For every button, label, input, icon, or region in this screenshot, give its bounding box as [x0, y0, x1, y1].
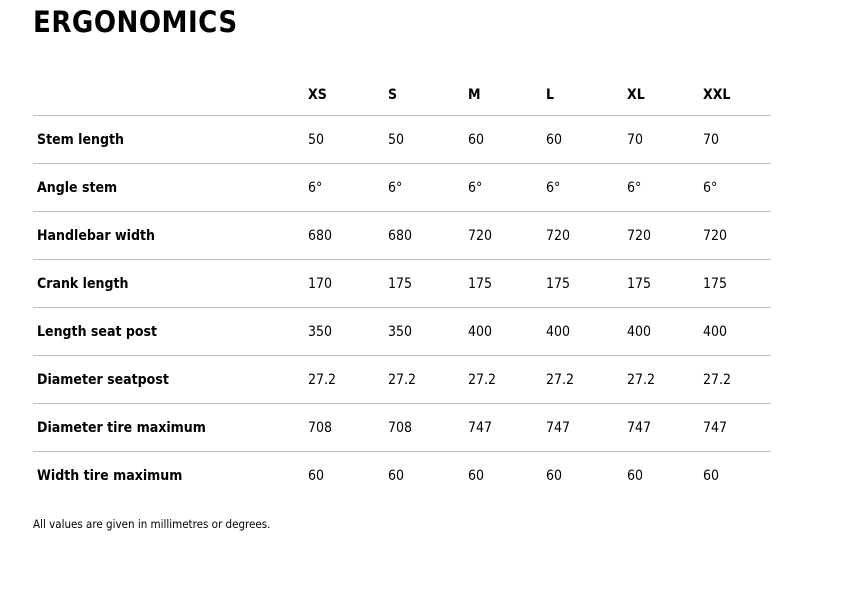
row-label: Stem length [37, 131, 124, 148]
content-area: ERGONOMICS XS S M L XL XXL Stem length 50 50 60 6… [33, 0, 771, 531]
value-cell-xl: 6° [627, 179, 642, 196]
table-row: Diameter seatpost 27.2 27.2 27.2 27.2 27.2 27.… [33, 355, 771, 403]
value-cell-xs: 708 [308, 419, 333, 436]
value-cell-xxl: 27.2 [703, 371, 732, 388]
table-row: Angle stem 6° 6° 6° 6° 6° 6° [33, 163, 771, 211]
column-header-xs: XS [308, 87, 327, 103]
value-cell-m: 6° [468, 179, 483, 196]
table-row: Diameter tire maximum 708 708 747 747 747 747 [33, 403, 771, 451]
value-cell-s: 175 [388, 275, 413, 292]
value-cell-xxl: 720 [703, 227, 728, 244]
value-cell-s: 6° [388, 179, 403, 196]
value-cell-xs: 170 [308, 275, 333, 292]
column-header-xl: XL [627, 87, 645, 103]
value-cell-m: 400 [468, 323, 493, 340]
table-row: Stem length 50 50 60 60 70 70 [33, 115, 771, 163]
value-cell-xl: 747 [627, 419, 652, 436]
value-cell-xxl: 400 [703, 323, 728, 340]
value-cell-s: 708 [388, 419, 413, 436]
value-cell-l: 720 [546, 227, 571, 244]
value-cell-xl: 400 [627, 323, 652, 340]
value-cell-l: 27.2 [546, 371, 575, 388]
row-label: Diameter seatpost [37, 371, 169, 388]
table-row: Crank length 170 175 175 175 175 175 [33, 259, 771, 307]
value-cell-s: 50 [388, 131, 405, 148]
value-cell-xs: 6° [308, 179, 323, 196]
value-cell-xs: 27.2 [308, 371, 337, 388]
value-cell-m: 27.2 [468, 371, 497, 388]
value-cell-l: 6° [546, 179, 561, 196]
value-cell-l: 60 [546, 467, 563, 484]
table-body: Stem length 50 50 60 60 70 70 Angle stem 6° 6° 6° 6… [33, 115, 771, 499]
column-header-xxl: XXL [703, 87, 731, 103]
value-cell-xxl: 60 [703, 467, 720, 484]
row-label: Handlebar width [37, 227, 155, 244]
ergonomics-spec-table: XS S M L XL XXL Stem length 50 50 60 60 70 70 Angle … [33, 75, 771, 499]
row-label: Crank length [37, 275, 129, 292]
value-cell-m: 60 [468, 467, 485, 484]
table-row: Length seat post 350 350 400 400 400 400 [33, 307, 771, 355]
value-cell-s: 350 [388, 323, 413, 340]
row-label: Diameter tire maximum [37, 419, 206, 436]
value-cell-xxl: 6° [703, 179, 718, 196]
table-row: Handlebar width 680 680 720 720 720 720 [33, 211, 771, 259]
value-cell-s: 27.2 [388, 371, 417, 388]
row-label: Length seat post [37, 323, 158, 340]
value-cell-xl: 70 [627, 131, 644, 148]
value-cell-l: 747 [546, 419, 571, 436]
value-cell-xl: 27.2 [627, 371, 656, 388]
value-cell-xxl: 70 [703, 131, 720, 148]
value-cell-s: 680 [388, 227, 413, 244]
value-cell-l: 175 [546, 275, 571, 292]
table-footnote: All values are given in millimetres or d… [33, 517, 271, 531]
table-row: Width tire maximum 60 60 60 60 60 60 [33, 451, 771, 499]
value-cell-l: 60 [546, 131, 563, 148]
table-header-row: XS S M L XL XXL [33, 75, 771, 115]
row-label: Angle stem [37, 179, 118, 196]
value-cell-m: 720 [468, 227, 493, 244]
page-title: ERGONOMICS [33, 5, 238, 39]
value-cell-xxl: 175 [703, 275, 728, 292]
value-cell-xl: 175 [627, 275, 652, 292]
row-label: Width tire maximum [37, 467, 183, 484]
value-cell-xl: 60 [627, 467, 644, 484]
value-cell-xl: 720 [627, 227, 652, 244]
value-cell-xs: 680 [308, 227, 333, 244]
value-cell-m: 747 [468, 419, 493, 436]
column-header-s: S [388, 87, 398, 103]
value-cell-xs: 350 [308, 323, 333, 340]
value-cell-m: 175 [468, 275, 493, 292]
value-cell-xxl: 747 [703, 419, 728, 436]
column-header-l: L [546, 87, 555, 103]
value-cell-m: 60 [468, 131, 485, 148]
value-cell-xs: 50 [308, 131, 325, 148]
value-cell-l: 400 [546, 323, 571, 340]
column-header-m: M [468, 87, 481, 103]
value-cell-s: 60 [388, 467, 405, 484]
value-cell-xs: 60 [308, 467, 325, 484]
